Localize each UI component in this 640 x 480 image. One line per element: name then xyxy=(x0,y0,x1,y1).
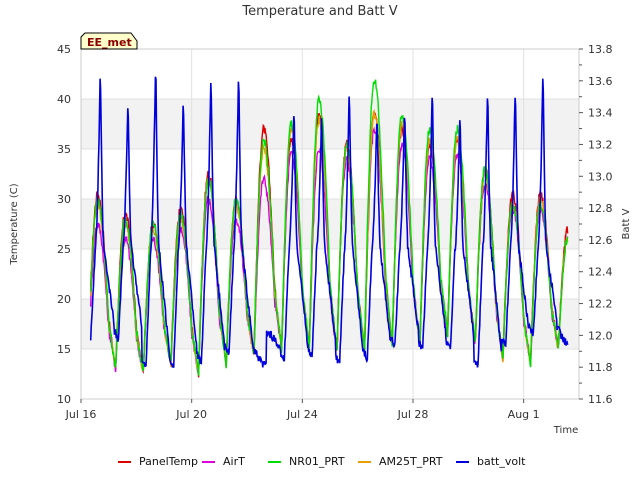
y-tick-label-left: 25 xyxy=(57,243,71,256)
y-tick-label-right: 11.6 xyxy=(588,393,613,406)
chart-title: Temperature and Batt V xyxy=(241,4,397,19)
shaded-band xyxy=(81,99,579,149)
y-tick-label-left: 45 xyxy=(57,43,71,56)
shaded-band xyxy=(81,199,579,249)
y-tick-label-left: 35 xyxy=(57,143,71,156)
y-tick-label-left: 30 xyxy=(57,193,71,206)
badge-label: EE_met xyxy=(87,36,132,49)
y-ticks-right: 11.6 11.8 12.0 12.2 12.4 12.6 12.8 13.0 13.2 13.4… xyxy=(579,43,613,406)
station-badge: EE_met xyxy=(80,32,138,50)
legend-label: PanelTemp xyxy=(139,455,198,468)
y-tick-label-right: 12.8 xyxy=(588,202,613,215)
y-tick-label-right: 13.0 xyxy=(588,170,613,183)
legend-label: AM25T_PRT xyxy=(379,455,443,468)
y-tick-label-right: 12.6 xyxy=(588,234,613,247)
x-tick-label: Aug 1 xyxy=(508,408,540,421)
y-axis-label-right: Batt V xyxy=(621,208,632,239)
y-tick-label-right: 12.4 xyxy=(588,266,613,279)
series-line-batt_volt xyxy=(89,76,569,368)
y-tick-label-right: 12.2 xyxy=(588,298,613,311)
series-lines xyxy=(89,76,569,378)
y-tick-label-right: 13.6 xyxy=(588,75,613,88)
y-tick-label-right: 11.8 xyxy=(588,361,613,374)
y-tick-label-left: 15 xyxy=(57,343,71,356)
x-ticks: Jul 16 Jul 20 Jul 24 Jul 28 Aug 1 xyxy=(65,399,540,421)
x-tick-label: Jul 24 xyxy=(286,408,318,421)
x-tick-label: Jul 28 xyxy=(397,408,429,421)
y-axis-label-left: Temperature (C) xyxy=(9,183,20,265)
x-tick-label: Jul 16 xyxy=(65,408,97,421)
x-tick-label: Jul 20 xyxy=(175,408,207,421)
y-tick-label-right: 13.2 xyxy=(588,138,613,151)
y-tick-label-right: 13.4 xyxy=(588,107,613,120)
legend: PanelTemp AirT NR01_PRT AM25T_PRT batt_volt xyxy=(118,455,526,468)
y-tick-label-left: 20 xyxy=(57,293,71,306)
y-tick-label-left: 40 xyxy=(57,93,71,106)
y-tick-label-right: 12.0 xyxy=(588,329,613,342)
legend-label: batt_volt xyxy=(477,455,526,468)
legend-label: AirT xyxy=(223,455,245,468)
y-ticks-left: 10 15 20 25 30 35 40 45 xyxy=(57,43,71,406)
badge-shape xyxy=(80,32,138,50)
y-tick-label-right: 13.8 xyxy=(588,43,613,56)
y-tick-label-left: 10 xyxy=(57,393,71,406)
legend-label: NR01_PRT xyxy=(289,455,345,468)
x-axis-label: Time xyxy=(553,425,578,436)
